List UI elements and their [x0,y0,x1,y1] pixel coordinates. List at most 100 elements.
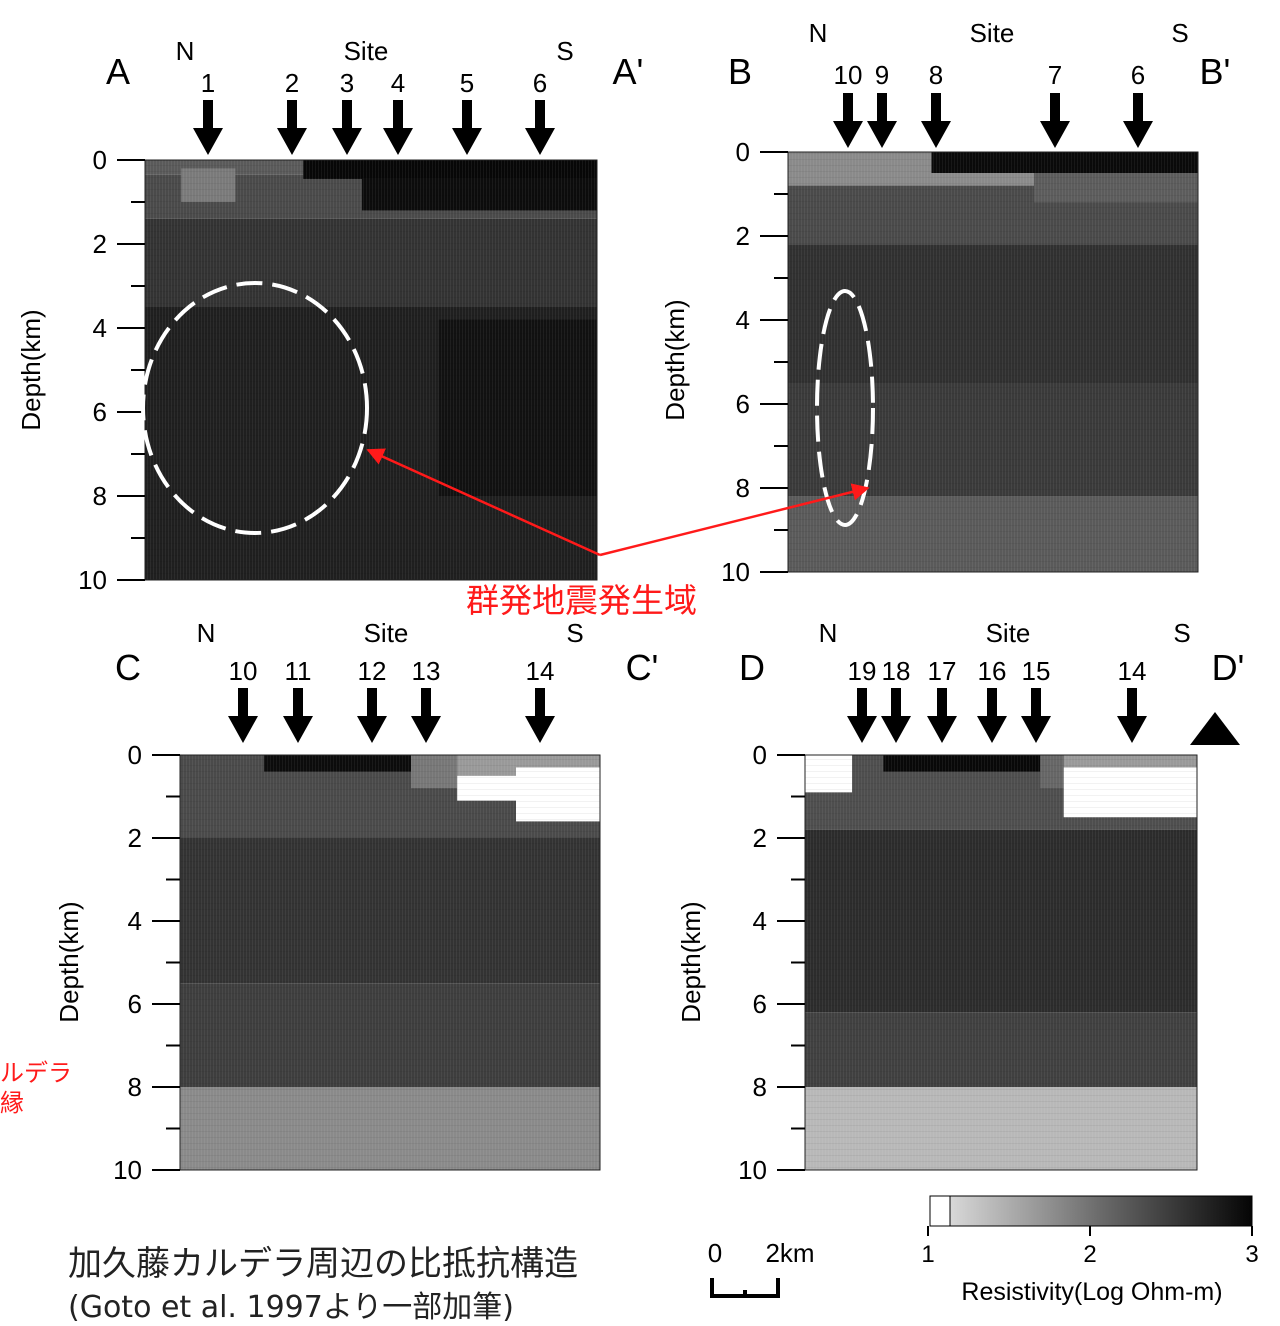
scale-zero-label: 0 [708,1238,722,1268]
site-number: 6 [1131,60,1145,90]
site-number: 11 [285,656,312,686]
swarm-zone-ellipse [815,289,875,527]
caption-citation: (Goto et al. 1997より一部加筆) [68,1290,514,1325]
depth-tick-label: 0 [753,740,767,770]
swarm-arrow-b [599,483,870,557]
caldera-label-line2: 縁 [0,1089,24,1117]
site-number: 10 [229,656,258,686]
depth-tick-label: 8 [736,473,750,503]
north-label: N [819,618,838,648]
annotation-layer: 0 2km 1 2 3 Resistivity(Log Ohm-m) [366,448,1259,1306]
site-arrow-icon [921,93,951,148]
colorbar: 1 2 3 Resistivity(Log Ohm-m) [921,1195,1259,1306]
site-arrow-icon [1021,688,1051,743]
site-number: 12 [358,656,387,686]
scale-bar: 0 2km [708,1238,815,1298]
south-label: S [1173,618,1190,648]
depth-tick-label: 4 [128,906,142,936]
north-label: N [197,618,216,648]
colorbar-label: Resistivity(Log Ohm-m) [961,1278,1222,1306]
site-number: 3 [340,68,354,98]
colorbar-tick-label: 1 [921,1241,934,1268]
scale-bar-line [710,1278,780,1298]
caldera-rim-label: ルデラ 縁 [0,1058,72,1118]
north-label: N [176,36,195,66]
depth-tick-label: 8 [93,481,107,511]
site-number: 10 [834,60,863,90]
depth-axis-label: Depth(km) [16,309,46,430]
swarm-zone-label: 群発地震発生域 [466,581,697,620]
section-end-label: D' [1212,647,1245,688]
site-arrow-icon [411,688,441,743]
depth-tick-label: 4 [736,305,750,335]
panel-b: N Site S B B' 10 9 8 7 6 0 2 4 6 8 10 Depth(km) [660,18,1230,587]
section-texture [180,755,600,1170]
colorbar-white-segment [929,1195,951,1227]
depth-axis-label: Depth(km) [54,901,84,1022]
site-number: 19 [848,656,877,686]
site-number: 16 [978,656,1007,686]
site-arrow-icon [881,688,911,743]
site-arrow-icon [867,93,897,148]
swarm-zone-ellipse [141,281,369,535]
depth-axis: 0 2 4 6 8 10 Depth(km) [660,137,788,587]
depth-tick-label: 6 [128,989,142,1019]
depth-tick-label: 2 [736,221,750,251]
site-arrow-icon [525,100,555,155]
resistivity-section [804,754,1198,1171]
site-arrow-icon [357,688,387,743]
north-label: N [809,18,828,48]
section-end-label: B' [1200,51,1231,92]
volcano-triangle-icon [1190,712,1240,745]
depth-axis: 0 2 4 6 8 10 Depth(km) [54,740,180,1185]
colorbar-tick-label: 2 [1083,1241,1096,1268]
depth-tick-label: 6 [93,397,107,427]
section-end-label: A' [613,51,644,92]
site-number: 5 [460,68,474,98]
site-label: Site [970,18,1015,48]
depth-tick-label: 8 [128,1072,142,1102]
section-start-label: A [106,51,130,92]
section-start-label: D [739,647,765,688]
site-label: Site [344,36,389,66]
site-number: 2 [285,68,299,98]
depth-tick-label: 4 [753,906,767,936]
resistivity-section [144,159,598,581]
panel-d: N Site S D D' 19 18 17 16 15 14 0 2 4 6 8 10 Depth(km) [676,618,1244,1185]
section-texture [805,755,1197,1170]
depth-tick-label: 6 [736,389,750,419]
depth-tick-label: 6 [753,989,767,1019]
depth-axis: 0 2 4 6 8 10 Depth(km) [676,740,805,1185]
site-arrow-icon [1040,93,1070,148]
site-arrow-icon [332,100,362,155]
depth-tick-label: 2 [128,823,142,853]
site-number: 6 [533,68,547,98]
section-start-label: B [728,51,752,92]
depth-tick-label: 2 [753,823,767,853]
colorbar-tick-label: 3 [1245,1241,1258,1268]
depth-tick-label: 10 [78,565,107,595]
site-label: Site [364,618,409,648]
colorbar-gradient [949,1195,1253,1227]
site-arrow-icon [452,100,482,155]
depth-tick-label: 4 [93,313,107,343]
section-start-label: C [115,647,141,688]
depth-axis-label: Depth(km) [660,299,690,420]
site-number: 18 [882,656,911,686]
site-arrow-icon [228,688,258,743]
site-arrow-icon [277,100,307,155]
south-label: S [566,618,583,648]
site-number: 7 [1048,60,1062,90]
site-label: Site [986,618,1031,648]
section-texture [145,160,597,580]
depth-tick-label: 10 [721,557,750,587]
site-number: 1 [201,68,215,98]
south-label: S [1171,18,1188,48]
depth-tick-label: 0 [736,137,750,167]
site-number: 13 [412,656,441,686]
scale-length-label: 2km [765,1238,814,1268]
site-number: 14 [1118,656,1147,686]
